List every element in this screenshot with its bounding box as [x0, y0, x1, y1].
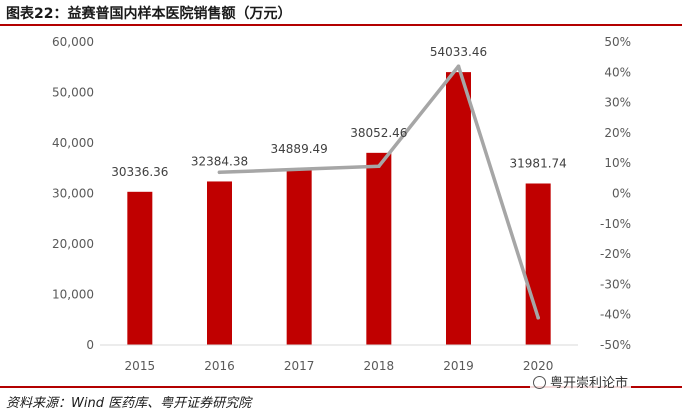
bars-layer	[127, 72, 551, 345]
x-tick-2019: 2019	[443, 359, 474, 373]
source-note: 资料来源：Wind 医药库、粤开证券研究院	[6, 396, 252, 411]
y-tick-left-0: 0	[86, 338, 94, 352]
bar-2020	[525, 183, 551, 345]
y-tick-right--10: -10%	[600, 217, 631, 231]
y-tick-right-50: 50%	[604, 35, 631, 49]
bar-2017	[286, 168, 312, 345]
y-tick-left-60000: 60,000	[52, 35, 94, 49]
bar-2016	[207, 181, 232, 345]
bar-2019	[446, 72, 471, 345]
y-tick-left-10000: 10,000	[52, 288, 94, 302]
watermark: 粤开崇利论市	[530, 372, 632, 391]
y-tick-right--50: -50%	[600, 338, 631, 352]
y-tick-left-40000: 40,000	[52, 136, 94, 150]
data-label-2020: 31981.74	[510, 156, 567, 170]
axes-layer: 2015 2016 2017 2018 2019 2020 0 10,000 20,000 30,…	[52, 35, 631, 373]
data-label-2018: 38052.46	[350, 126, 407, 140]
data-labels-layer: 30336.36 32384.38 34889.49 38052.46 54033.46…	[111, 45, 567, 179]
y-tick-right-20: 20%	[604, 126, 631, 140]
title-rule	[0, 24, 682, 26]
x-tick-2018: 2018	[364, 359, 395, 373]
watermark-text: 粤开崇利论市	[550, 376, 629, 391]
data-label-2016: 32384.38	[191, 154, 248, 168]
data-label-2017: 34889.49	[271, 142, 328, 156]
data-label-2015: 30336.36	[111, 165, 168, 179]
y-tick-left-20000: 20,000	[52, 237, 94, 251]
footer-rule	[0, 386, 682, 388]
bar-2018	[366, 152, 392, 345]
growth-point-2016	[217, 170, 222, 175]
growth-point-2019	[456, 64, 461, 69]
data-label-2019: 54033.46	[430, 45, 487, 59]
x-tick-2016: 2016	[204, 359, 235, 373]
chart-title: 图表22：益赛普国内样本医院销售额（万元）	[6, 6, 292, 22]
y-tick-left-50000: 50,000	[52, 86, 94, 100]
y-tick-left-30000: 30,000	[52, 187, 94, 201]
growth-point-2020	[536, 315, 540, 320]
growth-point-2017	[297, 167, 301, 172]
y-tick-right--40: -40%	[600, 308, 631, 322]
growth-line-layer	[217, 64, 540, 320]
y-tick-right--20: -20%	[600, 247, 631, 261]
x-tick-2020: 2020	[523, 359, 554, 373]
x-tick-2015: 2015	[125, 359, 156, 373]
y-tick-right-40: 40%	[604, 65, 631, 79]
growth-point-2018	[377, 164, 381, 169]
y-tick-right-30: 30%	[604, 96, 631, 110]
x-tick-2017: 2017	[284, 359, 315, 373]
bar-2015	[127, 191, 153, 345]
wechat-icon	[533, 376, 546, 389]
y-tick-right-0: 0%	[612, 187, 631, 201]
y-tick-right--30: -30%	[600, 277, 631, 291]
sales-chart: 30336.36 32384.38 34889.49 38052.46 54033.46…	[52, 35, 631, 373]
y-tick-right-10: 10%	[604, 156, 631, 170]
